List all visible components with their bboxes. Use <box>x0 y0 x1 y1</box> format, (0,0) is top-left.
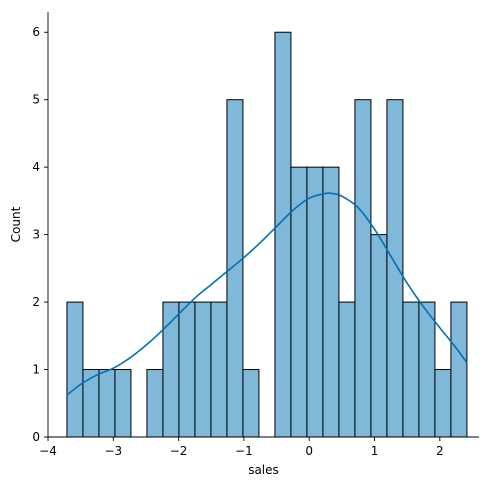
x-axis-label: sales <box>248 463 279 477</box>
x-tick-label: −1 <box>235 444 253 458</box>
y-axis-label: Count <box>9 206 23 242</box>
x-tick-label: −3 <box>104 444 122 458</box>
x-tick-label: 1 <box>371 444 379 458</box>
x-tick-label: 0 <box>305 444 313 458</box>
histogram-bar <box>370 234 388 438</box>
y-tick-label: 2 <box>32 295 40 309</box>
x-tick-label: −4 <box>39 444 57 458</box>
histogram-bar <box>226 99 244 438</box>
histogram-bar <box>306 166 324 438</box>
histogram-bar <box>146 369 164 438</box>
histogram-bar <box>322 166 340 438</box>
histogram-bar <box>434 369 452 438</box>
histogram-bars <box>66 31 468 438</box>
histogram-bar <box>114 369 132 438</box>
histogram-bar <box>354 99 372 438</box>
x-axis-ticks: −4 −3 −2 −1 0 1 2 <box>39 437 444 458</box>
y-tick-label: 0 <box>32 430 40 444</box>
y-tick-label: 5 <box>32 93 40 107</box>
histogram-bar <box>242 369 260 438</box>
y-tick-label: 6 <box>32 25 40 39</box>
histogram-bar <box>274 31 292 438</box>
histogram-bar <box>98 369 116 438</box>
histogram-bar <box>66 301 84 438</box>
histogram-bar <box>338 301 356 438</box>
histogram-bar <box>194 301 212 438</box>
histogram-bar <box>450 301 468 438</box>
histogram-bar <box>402 301 420 438</box>
y-tick-label: 3 <box>32 228 40 242</box>
histogram-bar <box>418 301 436 438</box>
y-axis-ticks: 0 1 2 3 4 5 6 <box>32 25 48 444</box>
kde-curve <box>66 192 468 396</box>
x-tick-label: −2 <box>170 444 188 458</box>
histogram-bar <box>178 301 196 438</box>
y-tick-label: 1 <box>32 363 40 377</box>
x-tick-label: 2 <box>436 444 444 458</box>
y-tick-label: 4 <box>32 160 40 174</box>
histogram-bar <box>386 99 404 438</box>
histogram-bar <box>82 369 100 438</box>
histogram-bar <box>290 166 308 438</box>
histogram-bar <box>210 301 228 438</box>
